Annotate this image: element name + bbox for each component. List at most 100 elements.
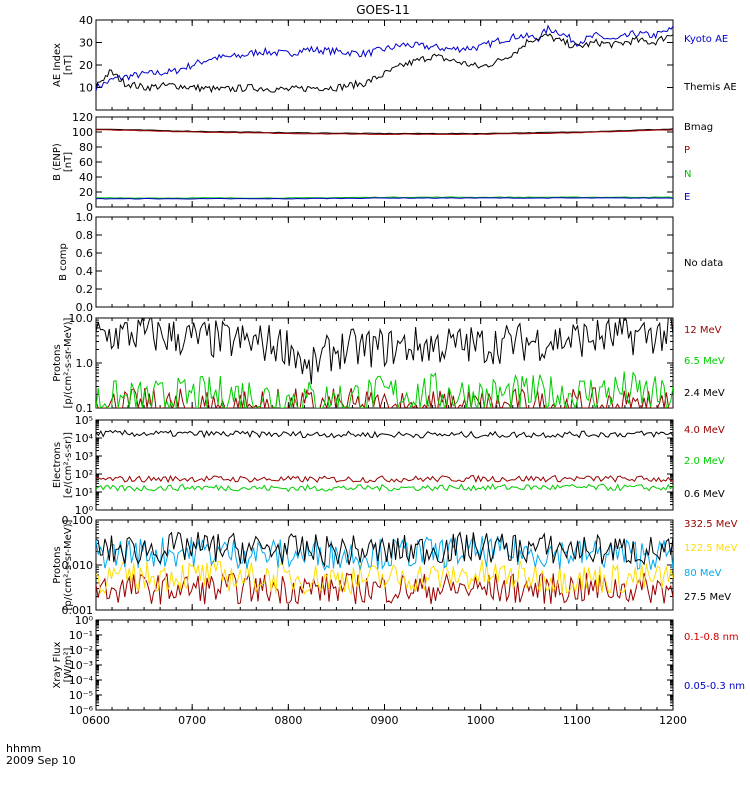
panel-protons_low: 0.1 1.0 10.0 Protons [p/(cm²-s-sr-MeV)] 12 Me…: [52, 312, 725, 415]
y-tick-label: 0.100: [62, 514, 94, 527]
legend-entry: 122.5 MeV: [684, 543, 738, 554]
y-tick-label: 0.2: [76, 283, 94, 296]
series-line: [96, 571, 673, 605]
legend-entry: P: [684, 145, 690, 156]
legend-entry: 332.5 MeV: [684, 519, 738, 530]
y-tick-label: 10²: [75, 468, 93, 481]
legend-entry: 27.5 MeV: [684, 592, 731, 603]
y-tick-label: 60: [79, 156, 93, 169]
y-tick-label: 10⁻⁴: [69, 674, 94, 687]
y-tick-label: 10⁵: [75, 414, 93, 427]
y-tick-label: 10.0: [69, 312, 94, 325]
y-tick-label: 10⁻¹: [69, 629, 93, 642]
y-tick-label: 30: [79, 37, 93, 50]
y-tick-label: 40: [79, 171, 93, 184]
no-data-label: No data: [684, 258, 723, 269]
legend-entry: Kyoto AE: [684, 34, 728, 45]
legend-entry: Bmag: [684, 122, 713, 133]
y-tick-label: 0.8: [76, 229, 94, 242]
series-line: [96, 429, 673, 439]
y-tick-label: 20: [79, 59, 93, 72]
y-tick-label: 10⁴: [75, 432, 94, 445]
panel-frame: [95, 116, 674, 208]
y-tick-label: 10⁰: [75, 614, 94, 627]
y-tick-label: 40: [79, 14, 93, 27]
y-axis-label: B comp: [58, 243, 69, 281]
y-tick-label: 10⁰: [75, 504, 94, 517]
series-line: [96, 33, 673, 94]
y-tick-label: 10³: [75, 450, 93, 463]
panel-xray: 10⁻⁶ 10⁻⁵ 10⁻⁴ 10⁻³ 10⁻² 10⁻¹ 10⁰ Xray Flux [W/m…: [52, 614, 745, 727]
panel-frame: [95, 19, 674, 111]
x-tick-label: 0600: [82, 714, 110, 727]
y-tick-label: 0.0: [76, 301, 94, 314]
y-tick-label: 10⁻⁶: [69, 704, 94, 717]
legend-entry: 0.05-0.3 nm: [684, 681, 745, 692]
y-tick-label: 120: [72, 111, 93, 124]
legend-entry: 2.0 MeV: [684, 456, 725, 467]
legend-entry: Themis AE: [683, 82, 737, 93]
y-axis-label: [p/(cm²-s-sr-MeV)]: [63, 519, 74, 610]
y-axis-label: [p/(cm²-s-sr-MeV)]: [63, 317, 74, 408]
panel-frame: [95, 216, 674, 308]
series-line: [96, 474, 673, 484]
y-axis-label: Electrons: [52, 442, 63, 488]
series-line: [96, 534, 673, 571]
y-tick-label: 0.1: [76, 402, 94, 415]
x-tick-label: 1000: [467, 714, 495, 727]
y-tick-label: 10: [79, 82, 93, 95]
panel-electrons: 10⁰ 10¹ 10² 10³ 10⁴ 10⁵ Electrons [e/(cm²-s-sr)…: [52, 414, 725, 517]
x-tick-label: 1200: [659, 714, 687, 727]
legend-entry: N: [684, 169, 691, 180]
y-axis-label: [W/m²]: [63, 647, 74, 682]
figure-title: GOES-11: [356, 3, 410, 17]
series-line: [96, 24, 673, 92]
y-tick-label: 10⁻³: [69, 659, 93, 672]
footer-hhmm: hhmm: [6, 742, 41, 755]
x-tick-label: 0800: [274, 714, 302, 727]
series-line: [96, 371, 673, 408]
series-line: [96, 197, 673, 200]
panel-bcomp: 0.0 0.2 0.4 0.6 0.8 1.0 B comp No data: [58, 211, 723, 314]
series-line: [96, 531, 673, 568]
panel-ae: 10 20 30 40 AE Index [nT] Kyoto AE Themis AE: [52, 14, 737, 111]
y-tick-label: 10⁻²: [69, 644, 93, 657]
legend-entry: E: [684, 192, 690, 203]
y-tick-label: 1.0: [76, 211, 94, 224]
y-tick-label: 100: [72, 126, 93, 139]
x-tick-label: 0700: [178, 714, 206, 727]
y-axis-label: B (ENP): [52, 143, 63, 181]
series-line: [96, 387, 673, 408]
y-axis-label: [nT]: [63, 152, 74, 172]
legend-entry: 0.1-0.8 nm: [684, 632, 739, 643]
y-tick-label: 0.6: [76, 247, 94, 260]
y-tick-label: 0.001: [62, 604, 94, 617]
series-line: [96, 560, 673, 595]
y-tick-label: 20: [79, 186, 93, 199]
panel-frame: [95, 619, 674, 711]
y-axis-label: Protons: [52, 344, 63, 381]
series-line: [96, 129, 673, 136]
y-axis-label: Protons: [52, 546, 63, 583]
x-tick-label: 0900: [371, 714, 399, 727]
panel-b: 0 20 40 60 80 100 120 B (ENP) [nT] Bmag P N E: [52, 111, 713, 214]
legend-entry: 0.6 MeV: [684, 489, 725, 500]
panel-protons_high: 0.001 0.010 0.100 Protons [p/(cm²-s-sr-MeV)]…: [52, 514, 738, 617]
legend-entry: 2.4 MeV: [684, 388, 725, 399]
y-tick-label: 10⁻⁵: [69, 689, 93, 702]
legend-entry: 6.5 MeV: [684, 356, 725, 367]
y-axis-label: Xray Flux: [52, 641, 63, 688]
y-axis-label: AE Index: [52, 43, 63, 87]
y-tick-label: 10¹: [75, 486, 93, 499]
x-tick-label: 1100: [563, 714, 591, 727]
legend-entry: 12 MeV: [684, 325, 722, 336]
series-line: [96, 318, 673, 385]
footer-date: 2009 Sep 10: [6, 754, 76, 767]
legend-entry: 4.0 MeV: [684, 425, 725, 436]
y-tick-label: 0: [86, 201, 93, 214]
y-axis-label: [nT]: [63, 55, 74, 75]
y-tick-label: 0.010: [62, 559, 94, 572]
y-axis-label: [e/(cm²-s-sr)]: [63, 432, 74, 498]
legend-entry: 80 MeV: [684, 568, 722, 579]
